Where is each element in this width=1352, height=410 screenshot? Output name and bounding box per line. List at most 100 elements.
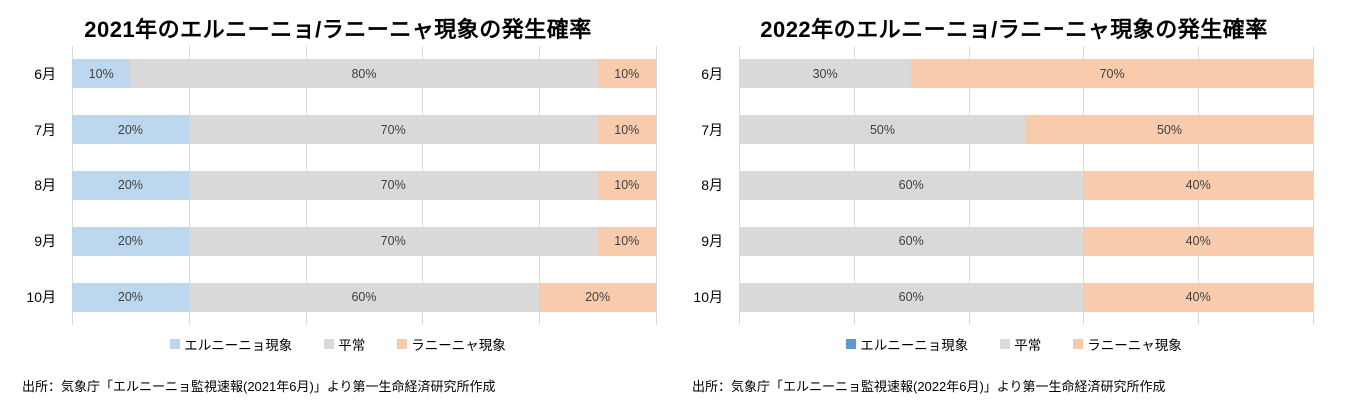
bar-segment-label: 20% (117, 178, 143, 193)
plot-area: 6月 30% 70% 7月 50% 50% 8月 60% 40% 9月 60% 40% 10月 60% 40… (693, 46, 1314, 325)
bar-segment-label: 10% (614, 122, 640, 137)
bar-segment: 60% (188, 282, 540, 312)
bar-segment: 50% (1026, 115, 1313, 145)
bar-segment-label: 20% (117, 290, 143, 305)
bar-segment-label: 70% (380, 122, 406, 137)
bar-segment-label: 20% (117, 122, 143, 137)
bar-segment-label: 20% (117, 234, 143, 249)
legend-swatch (397, 339, 408, 349)
bar-row: 7月 20% 70% 10% (34, 102, 656, 158)
legend-item: ラニーニャ現象 (1073, 334, 1182, 354)
legend-label: ラニーニャ現象 (411, 338, 506, 353)
stacked-bar: 20% 70% 10% (72, 170, 656, 200)
bar-segment-label: 70% (380, 234, 406, 249)
bar-segment-label: 50% (1156, 122, 1183, 137)
bar-row: 10月 20% 60% 20% (26, 269, 656, 325)
bar-row: 6月 30% 70% (701, 46, 1313, 102)
bar-segment-label: 60% (898, 290, 924, 305)
source-note: 出所：気象庁「エルニーニョ監視速報(2022年6月)」より第一生命経済研究所作成 (692, 379, 1166, 394)
stacked-bar: 60% 40% (739, 226, 1313, 256)
bar-segment: 70% (188, 115, 598, 145)
stacked-bar: 30% 70% (739, 59, 1313, 89)
bar-row: 9月 20% 70% 10% (34, 213, 656, 269)
bar-segment-label: 20% (585, 290, 611, 305)
category-label: 8月 (701, 177, 723, 194)
bar-segment-label: 40% (1185, 234, 1211, 249)
legend-swatch (170, 339, 181, 349)
category-label: 9月 (34, 233, 56, 250)
legend-label: エルニーニョ現象 (860, 338, 969, 353)
legend-item: ラニーニャ現象 (397, 334, 506, 354)
bar-segment: 10% (597, 59, 656, 89)
source-note: 出所：気象庁「エルニーニョ監視速報(2021年6月)」より第一生命経済研究所作成 (22, 379, 496, 394)
bar-segment: 60% (739, 170, 1084, 200)
bar-segment: 40% (1083, 226, 1313, 256)
stacked-bar: 50% 50% (739, 115, 1313, 145)
category-label: 9月 (701, 233, 723, 250)
legend: エルニーニョ現象 平常 ラニーニャ現象 (676, 334, 1352, 354)
stacked-bar: 60% 40% (739, 282, 1313, 312)
bar-segment: 20% (72, 282, 189, 312)
legend-label: ラニーニャ現象 (1087, 338, 1182, 353)
bar-row: 10月 60% 40% (693, 269, 1313, 325)
chart-title: 2021年のエルニーニョ/ラニーニャ現象の発生確率 (84, 17, 592, 42)
bar-row: 9月 60% 40% (701, 213, 1313, 269)
bar-segment-label: 10% (88, 66, 114, 81)
plot-area: 6月 10% 80% 10% 7月 20% 70% 10% 8月 20% 70% 10% 9月 20% 70… (26, 46, 657, 325)
stacked-bar: 20% 70% 10% (72, 115, 656, 145)
stacked-bar: 10% 80% 10% (72, 59, 656, 89)
legend-item: 平常 (324, 334, 365, 354)
bar-segment-label: 60% (898, 234, 924, 249)
category-label: 10月 (693, 289, 723, 306)
bar-segment: 50% (739, 115, 1026, 145)
bar-segment: 80% (130, 59, 598, 89)
bar-segment: 70% (188, 226, 598, 256)
legend-swatch (846, 339, 857, 349)
bar-segment-label: 60% (351, 290, 377, 305)
bar-segment-label: 70% (1099, 66, 1125, 81)
bar-segment: 60% (739, 282, 1084, 312)
bar-segment: 70% (911, 59, 1313, 89)
bar-segment: 10% (72, 59, 131, 89)
bar-segment: 60% (739, 226, 1084, 256)
bar-segment: 70% (188, 170, 598, 200)
chart-2021: 2021年のエルニーニョ/ラニーニャ現象の発生確率 6月 10% 80% 10% 7月 2… (0, 17, 676, 394)
bar-segment: 20% (72, 170, 189, 200)
bar-segment: 20% (72, 226, 189, 256)
chart-title: 2022年のエルニーニョ/ラニーニャ現象の発生確率 (760, 17, 1268, 42)
bar-segment-label: 80% (351, 66, 377, 81)
category-label: 6月 (34, 65, 56, 82)
legend-swatch (1000, 339, 1011, 349)
stacked-bar: 60% 40% (739, 170, 1313, 200)
category-label: 6月 (701, 65, 723, 82)
legend-label: エルニーニョ現象 (184, 338, 293, 353)
bar-segment: 40% (1083, 170, 1313, 200)
bar-row: 8月 60% 40% (701, 158, 1313, 214)
bar-segment: 20% (72, 115, 189, 145)
bar-segment: 40% (1083, 282, 1313, 312)
bar-segment-label: 10% (614, 234, 640, 249)
gridline (1313, 46, 1314, 325)
category-label: 7月 (34, 121, 56, 138)
stacked-bar: 20% 60% 20% (72, 282, 656, 312)
gridline (656, 46, 657, 325)
bar-segment-label: 60% (898, 178, 924, 193)
bar-segment-label: 70% (380, 178, 406, 193)
bar-segment-label: 10% (614, 178, 640, 193)
category-label: 10月 (26, 289, 56, 306)
bar-row: 7月 50% 50% (701, 102, 1313, 158)
bar-segment: 10% (597, 170, 656, 200)
legend: エルニーニョ現象 平常 ラニーニャ現象 (0, 334, 676, 354)
bar-segment-label: 10% (614, 66, 640, 81)
bar-segment-label: 40% (1185, 290, 1211, 305)
legend-item: エルニーニョ現象 (846, 334, 968, 354)
bar-segment-label: 50% (869, 122, 896, 137)
bar-row: 8月 20% 70% 10% (34, 158, 656, 214)
bar-segment-label: 30% (812, 66, 838, 81)
category-label: 8月 (34, 177, 56, 194)
bar-segment: 10% (597, 115, 656, 145)
chart-2022: 2022年のエルニーニョ/ラニーニャ現象の発生確率 6月 30% 70% 7月 50% 5… (676, 0, 1352, 410)
bar-segment: 10% (597, 226, 656, 256)
category-label: 7月 (701, 121, 723, 138)
stacked-bar: 20% 70% 10% (72, 226, 656, 256)
